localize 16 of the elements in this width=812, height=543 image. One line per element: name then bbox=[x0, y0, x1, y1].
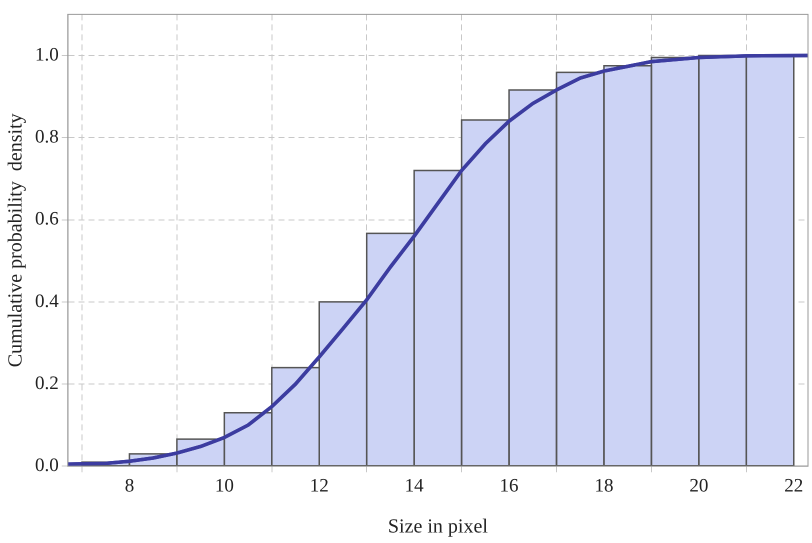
x-tick-label: 22 bbox=[784, 476, 804, 497]
x-tick-label: 10 bbox=[214, 476, 234, 497]
x-tick-label: 12 bbox=[310, 476, 329, 497]
y-tick-label: 0.0 bbox=[35, 455, 59, 476]
x-tick-label: 14 bbox=[404, 476, 424, 497]
y-tick-label: 0.2 bbox=[35, 373, 59, 394]
x-tick-label: 20 bbox=[689, 476, 708, 497]
x-tick-label: 16 bbox=[500, 476, 519, 497]
x-axis-title: Size in pixel bbox=[388, 515, 488, 538]
y-tick-label: 0.4 bbox=[35, 290, 60, 312]
x-tick-label: 18 bbox=[594, 476, 614, 497]
x-tick-label: 8 bbox=[124, 476, 134, 497]
y-tick-label: 1.0 bbox=[35, 44, 59, 66]
y-tick-label: 0.6 bbox=[35, 208, 59, 230]
y-axis-title: Cumulative probability density bbox=[4, 113, 26, 368]
y-tick-label: 0.8 bbox=[35, 126, 59, 148]
